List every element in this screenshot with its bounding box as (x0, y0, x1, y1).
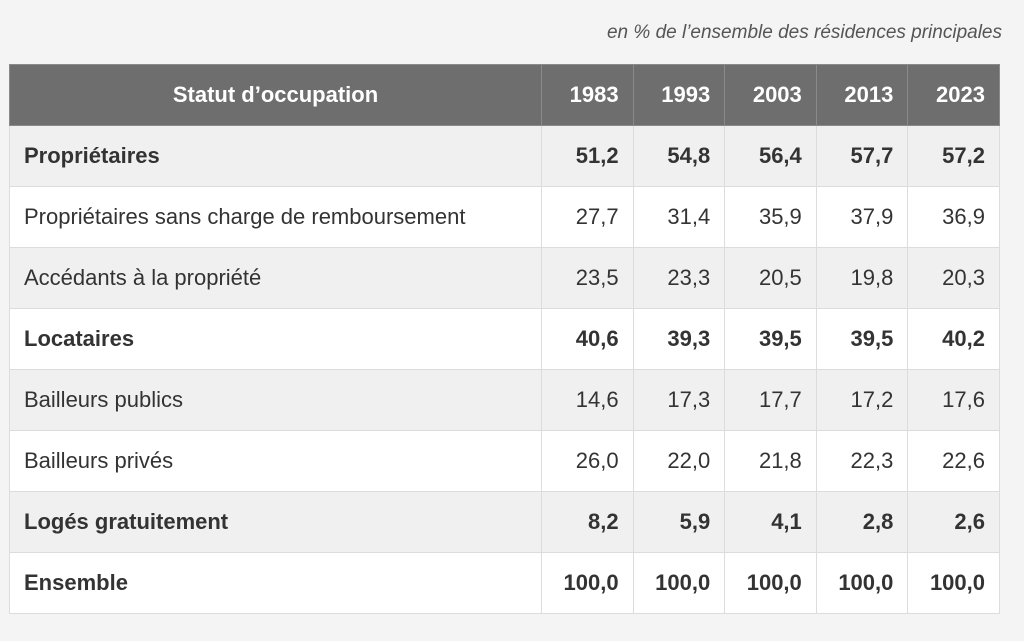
value-cell: 4,1 (724, 491, 817, 553)
header-row: Statut d’occupation 1983 1993 2003 2013 2023 (9, 64, 1000, 126)
value-cell: 22,3 (815, 430, 909, 492)
row-label: Accédants à la propriété (9, 247, 542, 309)
value-cell: 37,9 (815, 186, 909, 248)
value-cell: 40,6 (541, 308, 634, 370)
value-cell: 57,7 (815, 125, 909, 187)
year-header: 2013 (815, 64, 909, 126)
table-body: Propriétaires 51,2 54,8 56,4 57,7 57,2 Proprié… (9, 125, 1000, 614)
row-label: Propriétaires sans charge de rembourseme… (9, 186, 542, 248)
table-note: en % de l’ensemble des résidences princi… (606, 22, 1002, 43)
table-row: Bailleurs publics 14,6 17,3 17,7 17,2 17,6 (9, 369, 1000, 431)
value-cell: 17,2 (815, 369, 909, 431)
row-label: Bailleurs privés (9, 430, 542, 492)
table-row: Propriétaires 51,2 54,8 56,4 57,7 57,2 (9, 125, 1000, 187)
value-cell: 100,0 (541, 552, 634, 614)
row-label: Ensemble (9, 552, 542, 614)
table-row: Accédants à la propriété 23,5 23,3 20,5 19,8… (9, 247, 1000, 309)
value-cell: 17,7 (724, 369, 817, 431)
value-cell: 23,3 (632, 247, 726, 309)
value-cell: 27,7 (541, 186, 634, 248)
year-header: 1993 (632, 64, 726, 126)
value-cell: 36,9 (907, 186, 1000, 248)
value-cell: 56,4 (724, 125, 817, 187)
value-cell: 31,4 (632, 186, 726, 248)
label-header: Statut d’occupation (9, 64, 542, 126)
value-cell: 54,8 (632, 125, 726, 187)
year-header: 2003 (724, 64, 817, 126)
value-cell: 51,2 (541, 125, 634, 187)
value-cell: 39,3 (632, 308, 726, 370)
value-cell: 20,5 (724, 247, 817, 309)
value-cell: 2,8 (815, 491, 909, 553)
value-cell: 100,0 (724, 552, 817, 614)
value-cell: 22,0 (632, 430, 726, 492)
value-cell: 35,9 (724, 186, 817, 248)
data-table: Statut d’occupation 1983 1993 2003 2013 2023 … (9, 64, 1000, 614)
value-cell: 57,2 (907, 125, 1000, 187)
value-cell: 21,8 (724, 430, 817, 492)
value-cell: 8,2 (541, 491, 634, 553)
row-label: Locataires (9, 308, 542, 370)
value-cell: 17,3 (632, 369, 726, 431)
value-cell: 100,0 (632, 552, 726, 614)
row-label: Propriétaires (9, 125, 542, 187)
value-cell: 17,6 (907, 369, 1000, 431)
value-cell: 39,5 (815, 308, 909, 370)
value-cell: 22,6 (907, 430, 1000, 492)
value-cell: 20,3 (907, 247, 1000, 309)
table-row: Logés gratuitement 8,2 5,9 4,1 2,8 2,6 (9, 491, 1000, 553)
table-row: Locataires 40,6 39,3 39,5 39,5 40,2 (9, 308, 1000, 370)
value-cell: 100,0 (907, 552, 1000, 614)
table-row: Propriétaires sans charge de rembourseme… (9, 186, 1000, 248)
value-cell: 23,5 (541, 247, 634, 309)
year-header: 2023 (907, 64, 1000, 126)
value-cell: 100,0 (815, 552, 909, 614)
value-cell: 26,0 (541, 430, 634, 492)
value-cell: 5,9 (632, 491, 726, 553)
value-cell: 40,2 (907, 308, 1000, 370)
value-cell: 39,5 (724, 308, 817, 370)
value-cell: 14,6 (541, 369, 634, 431)
value-cell: 2,6 (907, 491, 1000, 553)
row-label: Logés gratuitement (9, 491, 542, 553)
row-label: Bailleurs publics (9, 369, 542, 431)
table-row: Bailleurs privés 26,0 22,0 21,8 22,3 22,6 (9, 430, 1000, 492)
table-row: Ensemble 100,0 100,0 100,0 100,0 100,0 (9, 552, 1000, 614)
value-cell: 19,8 (815, 247, 909, 309)
year-header: 1983 (541, 64, 634, 126)
